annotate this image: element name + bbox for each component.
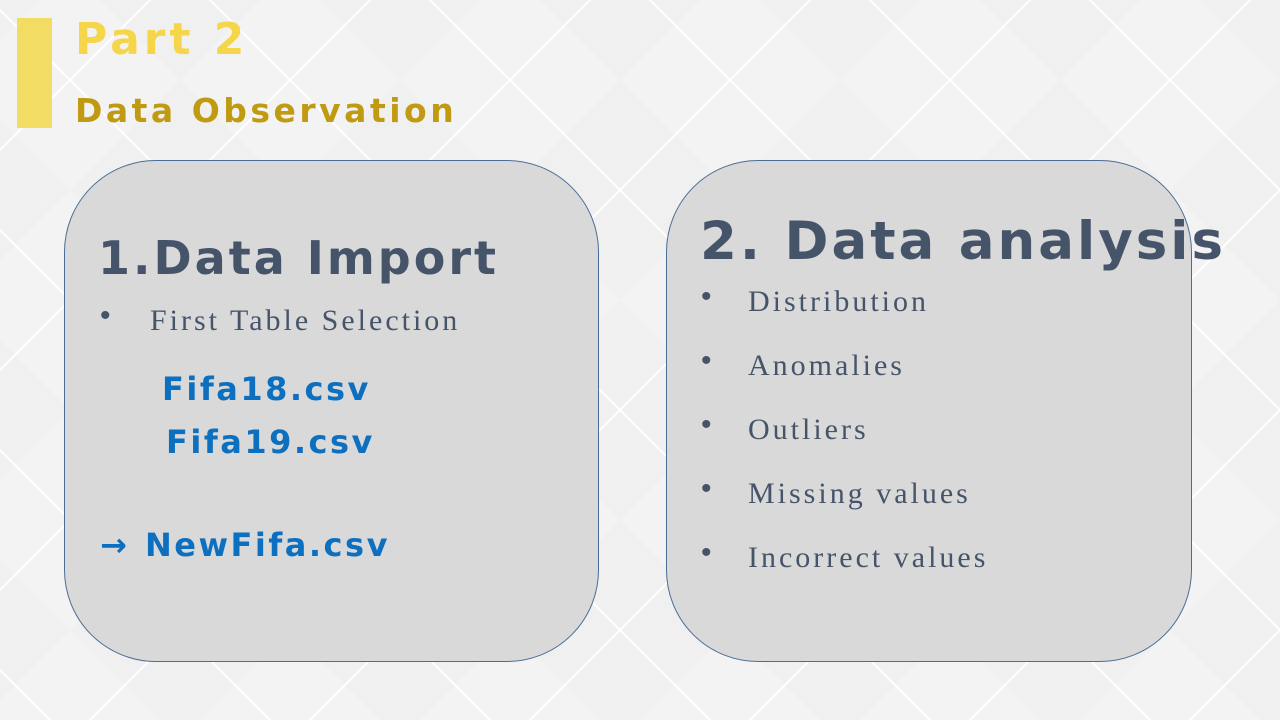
part-title: Part 2 <box>75 14 249 65</box>
bullet-dot: • <box>701 408 712 441</box>
analysis-item-incorrect-values: Incorrect values <box>748 541 989 574</box>
result-file-newfifa: NewFifa.csv <box>145 526 390 564</box>
first-table-selection-bullet: First Table Selection <box>150 304 461 337</box>
bullet-dot: • <box>701 472 712 505</box>
data-import-heading: 1.Data Import <box>98 231 500 285</box>
bullet-dot: • <box>701 344 712 377</box>
data-analysis-heading: 2. Data analysis <box>700 211 1227 272</box>
file-name-fifa18: Fifa18.csv <box>162 370 371 408</box>
analysis-item-distribution: Distribution <box>748 285 930 318</box>
bullet-dot: • <box>701 536 712 569</box>
analysis-item-anomalies: Anomalies <box>748 349 905 382</box>
section-subtitle: Data Observation <box>75 91 458 130</box>
data-import-card <box>64 160 599 662</box>
file-name-fifa19: Fifa19.csv <box>166 423 375 461</box>
analysis-item-missing-values: Missing values <box>748 477 971 510</box>
bullet-dot: • <box>701 280 712 313</box>
data-analysis-card <box>666 160 1192 662</box>
bullet-dot: • <box>100 299 111 332</box>
result-arrow-icon: → <box>100 526 130 564</box>
analysis-item-outliers: Outliers <box>748 413 869 446</box>
title-accent-bar <box>17 18 52 128</box>
